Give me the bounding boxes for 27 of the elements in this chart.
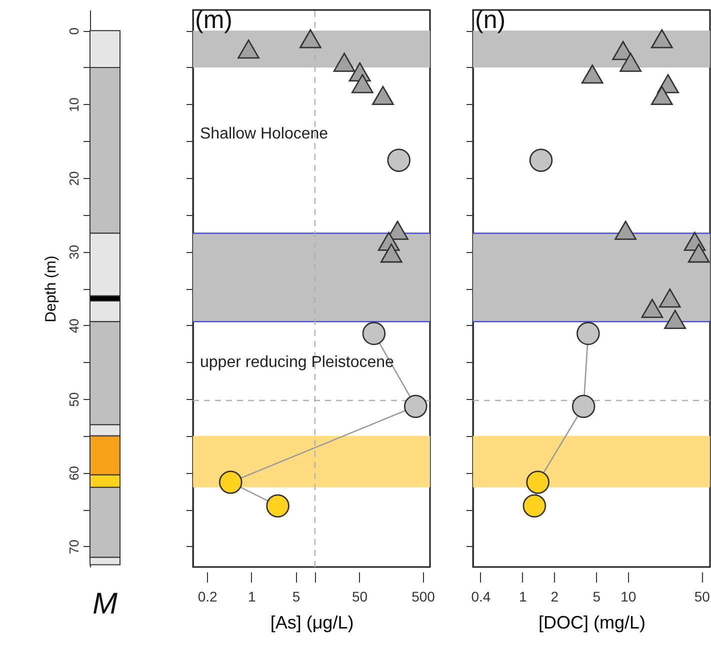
x-tick-label: 0.4 xyxy=(471,588,491,604)
y-axis-title: Depth (m) xyxy=(42,256,60,322)
y-tick-label: 40 xyxy=(66,318,82,334)
y-tick-label: 10 xyxy=(66,98,82,112)
x-tick-label: 50 xyxy=(694,588,710,604)
chart-title: (m) xyxy=(195,6,232,34)
y-tick-label: 30 xyxy=(66,244,82,260)
x-tick-label: M xyxy=(92,588,118,620)
x-tick-label: 2 xyxy=(550,588,559,604)
annotation: upper reducing Pleistocene xyxy=(200,354,394,372)
x-axis-title: [As] (μg/L) xyxy=(270,612,354,632)
x-axis-title: [DOC] (mg/L) xyxy=(538,612,646,632)
x-tick-label: 50 xyxy=(352,588,368,604)
x-tick-label: 5 xyxy=(292,588,300,604)
y-tick-label: 20 xyxy=(66,171,82,186)
y-tick-label: 60 xyxy=(66,466,82,480)
annotation: Shallow Holocene xyxy=(200,126,328,143)
x-tick-label: 1 xyxy=(519,588,528,604)
x-tick-label: 1 xyxy=(248,588,256,604)
y-tick-label: 70 xyxy=(66,540,82,554)
x-tick-label: 500 xyxy=(412,588,436,604)
x-tick-label: 10 xyxy=(620,588,636,604)
x-tick-label: 0.2 xyxy=(198,588,218,604)
x-tick-label: 5 xyxy=(592,588,601,604)
chart-title: (n) xyxy=(475,6,506,34)
y-tick-label: 0 xyxy=(66,28,82,35)
y-tick-label: 50 xyxy=(66,392,82,407)
